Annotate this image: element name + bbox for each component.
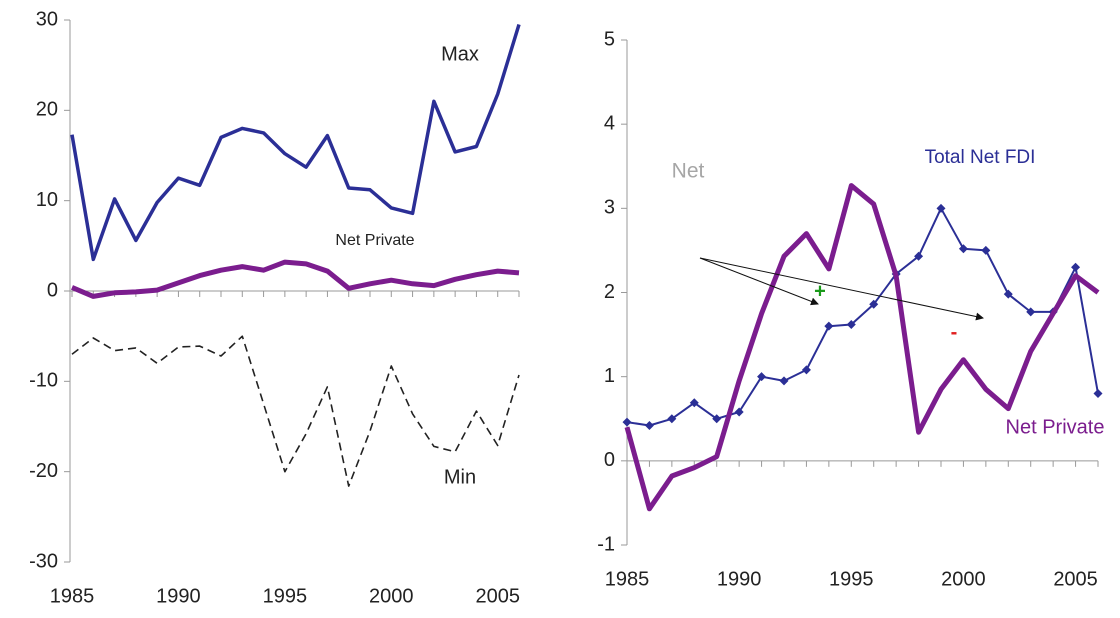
annotation: Net [672,160,705,183]
y-tick-label: 20 [36,99,58,121]
x-tick-label: 1985 [605,568,650,590]
y-tick-label: -30 [29,550,58,572]
y-tick-label: 1 [604,365,615,387]
diamond-marker [734,407,744,417]
diamond-marker [846,319,856,329]
x-tick-label: 2005 [475,585,520,607]
diamond-marker [1071,262,1081,272]
diamond-marker [644,420,654,430]
diamond-marker [779,376,789,386]
y-tick-label: 0 [604,449,615,471]
y-tick-label: 5 [604,28,615,50]
y-tick-label: 2 [604,281,615,303]
series-label: Max [441,43,479,65]
diamond-marker [1003,289,1013,299]
series-line [626,207,1099,427]
x-tick-label: 2005 [1053,568,1098,590]
diamond-marker [622,417,632,427]
diamond-marker [689,398,699,408]
diamond-marker [1093,389,1103,398]
series-line [71,259,520,299]
diamond-marker [936,203,946,213]
x-tick-label: 1995 [263,585,308,607]
diamond-marker [667,414,677,424]
series-line [71,335,520,487]
x-tick-label: 1990 [717,568,762,590]
y-tick-label: 0 [47,279,58,301]
annotation: + [814,280,826,302]
y-tick-label: -20 [29,460,58,482]
diamond-marker [914,251,924,261]
annotation: - [951,321,958,343]
diamond-marker [824,321,834,331]
x-tick-label: 1990 [156,585,201,607]
diamond-marker [712,414,722,424]
diamond-marker [958,244,968,254]
diamond-marker [981,245,991,255]
series-label: Net Private [335,232,414,249]
y-tick-label: -10 [29,370,58,392]
diamond-marker [757,372,767,382]
diamond-marker [869,299,879,309]
y-tick-label: 30 [36,8,58,30]
y-tick-label: 10 [36,189,58,211]
diamond-marker [1026,307,1036,317]
x-tick-label: 2000 [369,585,414,607]
series-label: Total Net FDI [925,147,1036,168]
series-line [624,183,1100,512]
arrow [699,257,819,306]
x-tick-label: 1985 [50,585,95,607]
series-label: Net Private [1006,416,1105,438]
x-tick-label: 1995 [829,568,874,590]
arrow [699,257,984,321]
series-line [70,23,521,262]
y-tick-label: -1 [597,533,615,555]
y-tick-label: 3 [604,197,615,219]
y-tick-label: 4 [604,112,615,134]
x-tick-label: 2000 [941,568,986,590]
series-label: Min [444,466,476,488]
diamond-marker [801,365,811,375]
